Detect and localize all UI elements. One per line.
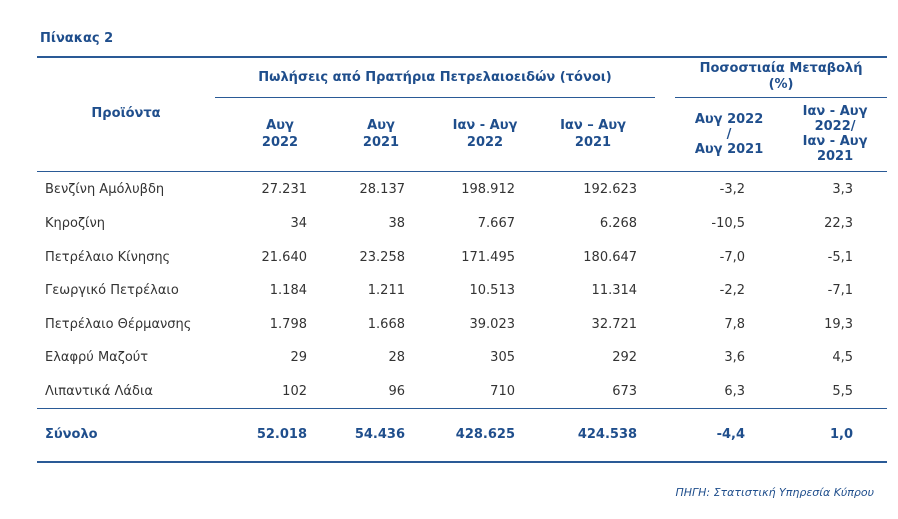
sales-value-cell: 27.231	[261, 181, 308, 197]
sales-value-cell: 54.436	[354, 427, 405, 443]
product-name: Γεωργικό Πετρέλαιο	[45, 283, 179, 299]
product-name: Κηροζίνη	[45, 216, 105, 232]
pct-change-cell: 22,3	[824, 216, 854, 232]
sales-value-cell: 34	[290, 216, 307, 232]
sales-value-cell: 424.538	[577, 427, 638, 443]
col-header-janaug-2022: Ιαν - Αυγ 2022	[452, 118, 518, 150]
pct-change-cell: 3,3	[832, 181, 854, 197]
pct-change-cell: -4,4	[716, 427, 746, 443]
pct-change-cell: 6,3	[724, 383, 746, 399]
pct-change-cell: 3,6	[724, 350, 746, 366]
table-row: Κηροζίνη 34 38 7.667 6.268 -10,5 22,3	[37, 207, 887, 241]
col-header-pct-janaug: Ιαν - Αυγ 2022/ Ιαν - Αυγ 2021	[802, 104, 868, 164]
col-header-janaug-2021: Ιαν – Αυγ 2021	[560, 118, 626, 150]
sales-value-cell: 38	[388, 216, 405, 232]
sales-value-cell: 6.268	[599, 216, 638, 232]
product-name: Πετρέλαιο Θέρμανσης	[45, 316, 192, 332]
pct-change-cell: -10,5	[711, 216, 746, 232]
pct-change-cell: 7,8	[724, 316, 746, 332]
sales-value-cell: 192.623	[583, 181, 638, 197]
sales-value-cell: 428.625	[455, 427, 515, 443]
sales-value-cell: 1.184	[269, 283, 307, 299]
product-name: Λιπαντικά Λάδια	[45, 383, 153, 399]
sales-value-cell: 7.667	[477, 216, 515, 232]
sales-value-cell: 28.137	[359, 181, 406, 197]
pct-change-cell: -5,1	[827, 249, 854, 265]
sales-value-cell: 198.912	[461, 181, 515, 197]
change-group-header: Ποσοστιαία Μεταβολή (%)	[675, 57, 888, 98]
col-header-aug-2022: Αυγ 2022	[261, 118, 299, 150]
total-label: Σύνολο	[45, 427, 98, 443]
sales-value-cell: 21.640	[261, 249, 308, 265]
sales-value-cell: 1.211	[367, 283, 405, 299]
sales-value-cell: 10.513	[469, 283, 516, 299]
sales-value-cell: 305	[490, 350, 515, 366]
table-row: Βενζίνη Αμόλυβδη 27.231 28.137 198.912 192.6…	[37, 171, 888, 207]
table-row: Πετρέλαιο Κίνησης 21.640 23.258 171.495 180.…	[37, 241, 887, 275]
sales-value-cell: 1.798	[269, 316, 307, 332]
pct-change-cell: 1,0	[830, 427, 854, 443]
table-row: Λιπαντικά Λάδια 102 96 710 673 6,3 5,5	[37, 375, 887, 409]
sales-value-cell: 180.647	[583, 249, 638, 265]
sales-value-cell: 102	[282, 383, 307, 399]
products-header: Προϊόντα	[91, 106, 161, 121]
source-note: ΠΗΓΗ: Στατιστική Υπηρεσία Κύπρου	[675, 486, 874, 499]
sales-value-cell: 96	[388, 383, 405, 399]
col-header-aug-2021: Αυγ 2021	[362, 118, 400, 150]
sales-value-cell: 1.668	[367, 316, 405, 332]
sales-value-cell: 673	[612, 383, 638, 399]
table-row: Ελαφρύ Μαζούτ 29 28 305 292 3,6 4,5	[37, 341, 887, 375]
pct-change-cell: -3,2	[719, 181, 746, 197]
sales-value-cell: 28	[388, 350, 405, 366]
sales-value-cell: 11.314	[591, 283, 638, 299]
pct-change-cell: 5,5	[832, 383, 854, 399]
col-header-pct-aug: Αυγ 2022 / Αυγ 2021	[694, 111, 764, 157]
fuel-sales-table: Προϊόντα Πωλήσεις από Πρατήρια Πετρελαιο…	[37, 56, 888, 463]
sales-value-cell: 292	[612, 350, 638, 366]
sales-value-cell: 32.721	[591, 316, 638, 332]
table-row: Γεωργικό Πετρέλαιο 1.184 1.211 10.513 11.314…	[37, 274, 887, 308]
table-row: Πετρέλαιο Θέρμανσης 1.798 1.668 39.023 32.72…	[37, 308, 887, 342]
pct-change-cell: -7,1	[827, 283, 854, 299]
sales-value-cell: 39.023	[469, 316, 516, 332]
sales-value-cell: 23.258	[359, 249, 406, 265]
pct-change-cell: -2,2	[719, 283, 746, 299]
pct-change-cell: -7,0	[719, 249, 746, 265]
sales-value-cell: 171.495	[461, 249, 515, 265]
sales-value-cell: 52.018	[256, 427, 307, 443]
sales-value-cell: 710	[490, 383, 515, 399]
total-row: Σύνολο 52.018 54.436 428.625 424.538 -4,4 1,0	[37, 408, 888, 462]
sales-group-header: Πωλήσεις από Πρατήρια Πετρελαιοειδών (τό…	[215, 57, 656, 98]
product-name: Ελαφρύ Μαζούτ	[45, 350, 149, 366]
product-name: Βενζίνη Αμόλυβδη	[45, 181, 165, 197]
pct-change-cell: 19,3	[824, 316, 854, 332]
sales-value-cell: 29	[290, 350, 307, 366]
product-name: Πετρέλαιο Κίνησης	[45, 249, 171, 265]
pct-change-cell: 4,5	[832, 350, 854, 366]
table-title: Πίνακας 2	[40, 31, 114, 46]
